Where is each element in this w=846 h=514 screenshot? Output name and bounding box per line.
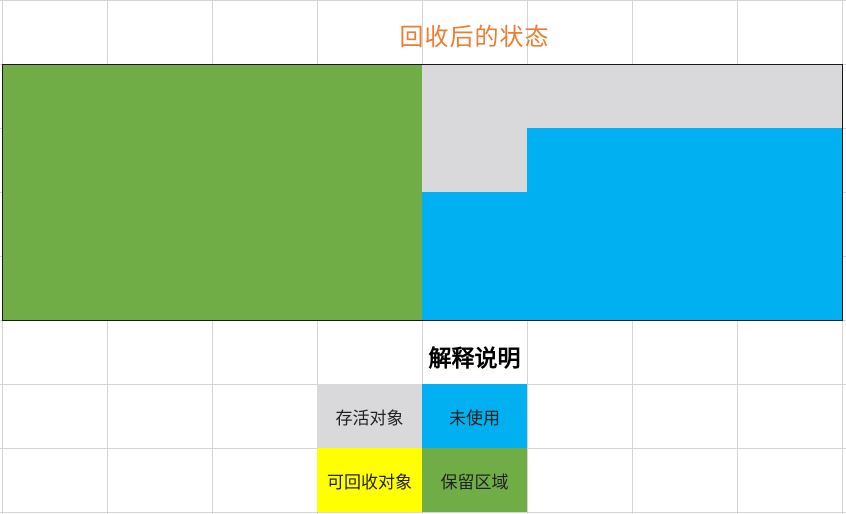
memory-cell-unused (632, 128, 738, 193)
memory-cell-unused (737, 256, 843, 321)
memory-cell-reserved (212, 192, 318, 257)
memory-cell-reserved (317, 128, 423, 193)
memory-cell-surviving (422, 128, 528, 193)
gridline-horizontal (0, 512, 846, 513)
memory-cell-reserved (317, 192, 423, 257)
legend-title: 解释说明 (428, 345, 521, 372)
memory-cell-reserved (107, 256, 213, 321)
diagram-title: 回收后的状态 (399, 22, 550, 51)
gridline-horizontal (0, 0, 846, 1)
memory-cell-reserved (107, 64, 213, 129)
memory-cell-unused (737, 128, 843, 193)
memory-cell-unused (737, 192, 843, 257)
memory-cell-unused (422, 256, 528, 321)
memory-cell-unused (422, 192, 528, 257)
memory-cell-reserved (107, 192, 213, 257)
memory-cell-surviving (737, 64, 843, 129)
memory-cell-unused (527, 256, 633, 321)
memory-cell-surviving (422, 64, 528, 129)
memory-cell-reserved (317, 64, 423, 129)
memory-cell-reserved (2, 64, 108, 129)
memory-cell-reserved (2, 128, 108, 193)
memory-cell-reserved (2, 256, 108, 321)
memory-cell-reserved (317, 256, 423, 321)
memory-cell-reserved (212, 64, 318, 129)
memory-cell-reserved (2, 192, 108, 257)
memory-cell-surviving (527, 64, 633, 129)
memory-cell-reserved (212, 256, 318, 321)
legend-surviving: 存活对象 (317, 384, 422, 448)
legend-unused: 未使用 (422, 384, 527, 448)
legend-collectible: 可回收对象 (317, 448, 422, 512)
legend-reserved: 保留区域 (422, 448, 527, 512)
memory-cell-unused (527, 192, 633, 257)
memory-cell-unused (632, 256, 738, 321)
memory-cell-reserved (212, 128, 318, 193)
memory-cell-unused (632, 192, 738, 257)
memory-cell-unused (527, 128, 633, 193)
memory-cell-surviving (632, 64, 738, 129)
memory-cell-reserved (107, 128, 213, 193)
